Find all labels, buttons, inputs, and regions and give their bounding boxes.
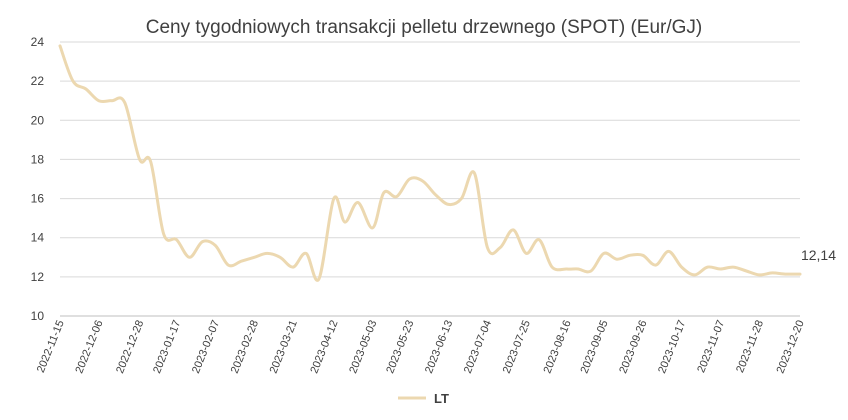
chart-title: Ceny tygodniowych transakcji pelletu drz…: [146, 17, 703, 38]
x-tick-label: 2023-10-17: [656, 319, 688, 376]
legend-label-lt: LT: [434, 391, 449, 406]
x-tick-label: 2022-11-15: [35, 319, 67, 375]
x-axis-ticks: 2022-11-15 2022-12-06 2022-12-28 2023-01-17…: [35, 319, 807, 376]
gridlines: [60, 41, 800, 317]
x-tick-label: 2023-09-05: [578, 319, 610, 376]
y-tick-label: 16: [31, 192, 45, 206]
x-tick-label: 2023-02-07: [190, 319, 222, 376]
y-tick-label: 24: [31, 35, 45, 49]
x-tick-label: 2023-01-17: [151, 319, 183, 376]
x-tick-label: 2023-05-23: [384, 319, 416, 376]
x-tick-label: 2023-07-25: [501, 319, 533, 376]
y-tick-label: 10: [31, 309, 45, 323]
x-tick-label: 2023-11-28: [734, 319, 766, 375]
legend: LT: [398, 391, 449, 406]
y-tick-label: 18: [31, 152, 45, 166]
x-tick-label: 2023-04-12: [308, 319, 340, 376]
y-tick-label: 20: [31, 113, 45, 127]
end-value-label: 12,14: [801, 247, 836, 263]
x-tick-label: 2023-03-21: [268, 319, 300, 376]
y-tick-label: 14: [31, 231, 45, 245]
x-tick-label: 2022-12-28: [114, 319, 146, 376]
x-tick-label: 2023-02-28: [229, 319, 261, 376]
x-tick-label: 2022-12-06: [73, 319, 105, 376]
y-tick-label: 12: [31, 270, 45, 284]
x-tick-label: 2023-05-03: [347, 319, 379, 376]
x-tick-label: 2023-12-20: [775, 319, 807, 376]
x-tick-label: 2023-11-07: [695, 319, 727, 375]
y-tick-label: 22: [31, 74, 45, 88]
x-tick-label: 2023-06-13: [423, 319, 455, 376]
x-tick-label: 2023-08-16: [541, 319, 573, 376]
x-tick-label: 2023-09-26: [617, 319, 649, 376]
series-line-lt: [58, 44, 802, 282]
y-axis-ticks: 10 12 14 16 18 20 22 24: [31, 35, 45, 323]
x-tick-label: 2023-07-04: [462, 319, 494, 376]
